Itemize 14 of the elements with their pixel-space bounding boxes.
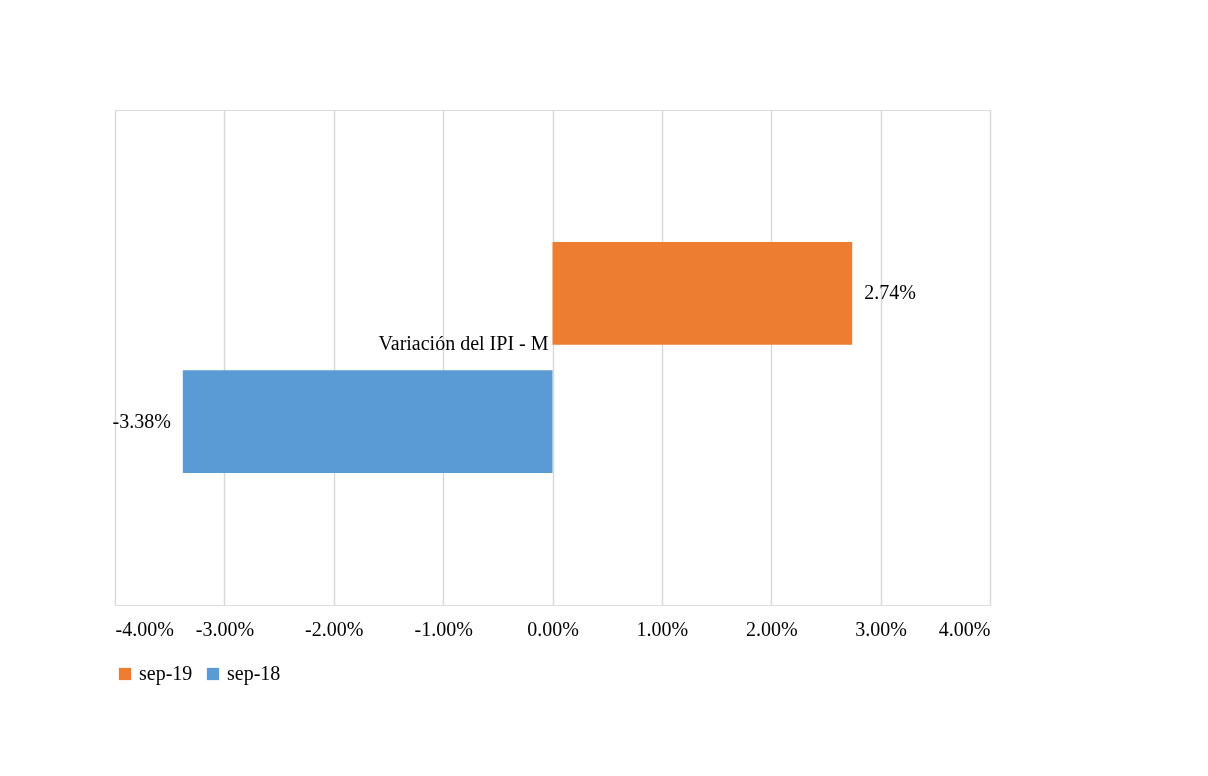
legend-label: sep-18 [227, 662, 281, 685]
x-tick-label: 0.00% [527, 617, 579, 640]
data-label: 2.74% [864, 281, 916, 304]
x-tick-label: -2.00% [305, 617, 364, 640]
x-tick-label: -4.00% [115, 617, 174, 640]
x-tick-label: 4.00% [938, 617, 991, 640]
legend-label: sep-19 [139, 662, 193, 685]
x-tick-label: -1.00% [414, 617, 473, 640]
x-tick-label: 1.00% [636, 617, 689, 640]
data-label: -3.38% [112, 409, 171, 432]
x-tick-label: 2.00% [745, 617, 798, 640]
x-tick-label: -3.00% [195, 617, 255, 640]
x-tick-label: 3.00% [855, 617, 907, 640]
y-tick-label: Variación del IPI - M [378, 331, 549, 354]
